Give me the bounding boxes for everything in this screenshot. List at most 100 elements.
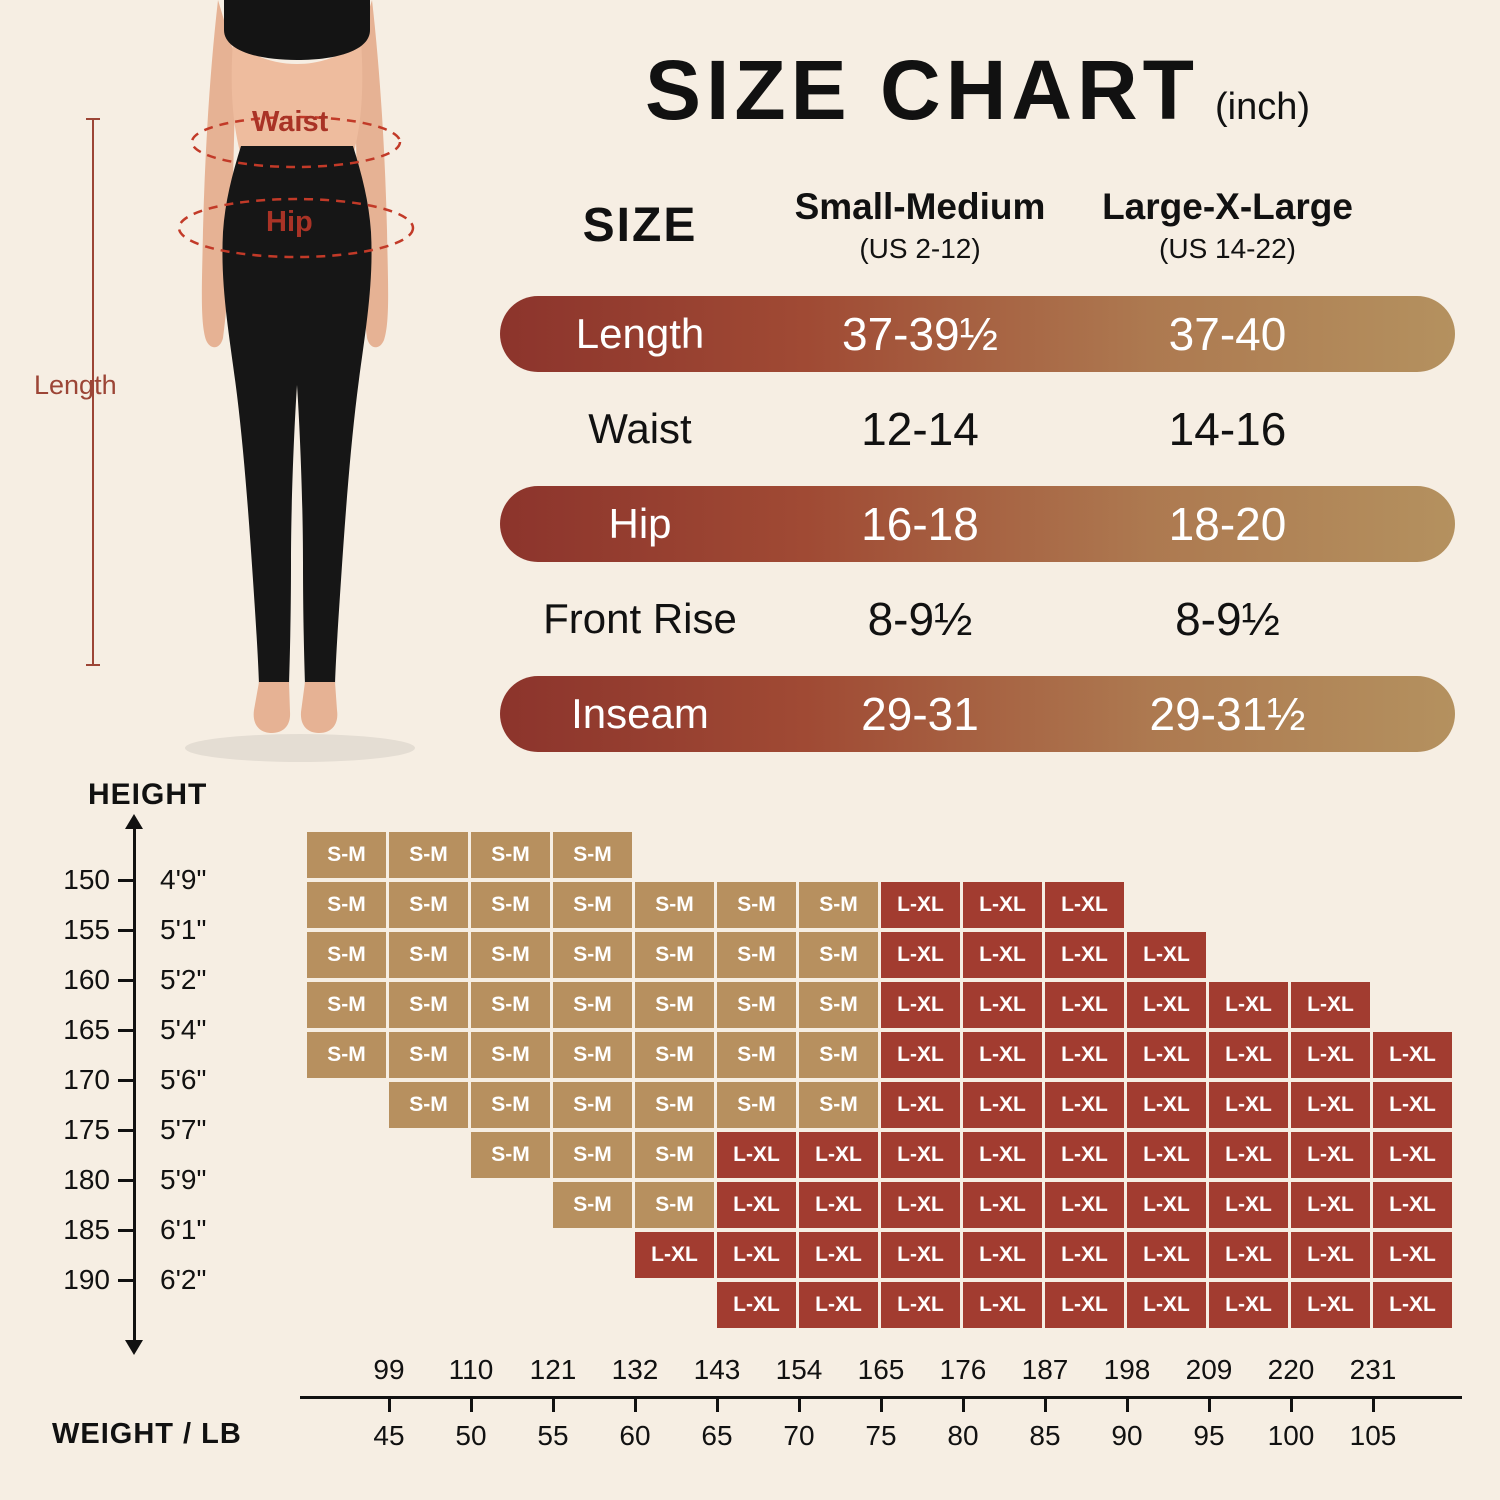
height-cm-label: 160: [63, 964, 110, 995]
grid-cell: S-M: [799, 882, 878, 928]
grid-cell: S-M: [717, 882, 796, 928]
grid-cell: S-M: [307, 832, 386, 878]
weight-tick: [1372, 1399, 1375, 1412]
measurement-label: Front Rise: [543, 595, 737, 642]
grid-cell: S-M: [553, 1082, 632, 1128]
waist-measure-ellipse: [190, 115, 402, 169]
size-recommendation-grid: S-M S-M S-M S-M S-M S-M S-M S-M S-M S-M S-M L-XL L-X…: [307, 832, 1455, 1328]
grid-cell: S-M: [717, 982, 796, 1028]
small-medium-label: Small-Medium: [794, 186, 1046, 227]
large-xlarge-label: Large-X-Large: [1102, 186, 1353, 227]
grid-cell: S-M: [307, 1032, 386, 1078]
grid-cell: L-XL: [717, 1182, 796, 1228]
height-cm-label: 165: [63, 1014, 110, 1045]
grid-cell: S-M: [307, 982, 386, 1028]
grid-cell: L-XL: [1291, 1232, 1370, 1278]
grid-cell: S-M: [553, 982, 632, 1028]
grid-cell: L-XL: [963, 882, 1042, 928]
grid-cell: L-XL: [1291, 982, 1370, 1028]
floor-shadow: [185, 734, 415, 762]
grid-cell: S-M: [389, 832, 468, 878]
left-foot: [253, 682, 291, 733]
grid-cell: L-XL: [963, 932, 1042, 978]
weight-kg-label: 95: [1193, 1420, 1225, 1451]
measurement-label: Waist: [588, 405, 692, 452]
grid-cell: L-XL: [1127, 932, 1206, 978]
measurement-label: Hip: [608, 500, 672, 547]
grid-cell: L-XL: [881, 1032, 960, 1078]
model-photo: [177, 0, 415, 762]
grid-cell: L-XL: [963, 1132, 1042, 1178]
grid-cell: L-XL: [1373, 1232, 1452, 1278]
grid-cell: L-XL: [881, 1182, 960, 1228]
height-tick: [118, 929, 135, 932]
grid-cell: S-M: [635, 982, 714, 1028]
grid-cell: L-XL: [1127, 1082, 1206, 1128]
grid-cell: L-XL: [1127, 1282, 1206, 1328]
small-medium-value: 16-18: [861, 498, 979, 550]
grid-cell: S-M: [389, 1082, 468, 1128]
grid-cell: S-M: [635, 882, 714, 928]
grid-cell: S-M: [471, 1132, 550, 1178]
grid-cell: L-XL: [963, 1232, 1042, 1278]
large-xlarge-value: 37-40: [1168, 308, 1287, 360]
grid-cell: L-XL: [1209, 1032, 1288, 1078]
grid-cell: S-M: [389, 1032, 468, 1078]
size-row-waist: Waist 12-14 14-16: [500, 391, 1455, 467]
grid-cell: S-M: [635, 1182, 714, 1228]
height-cm-label: 155: [63, 914, 110, 945]
size-row-hip: Hip 16-18 18-20: [500, 486, 1455, 562]
grid-cell: S-M: [553, 932, 632, 978]
small-medium-us-sizes: (US 2-12): [859, 233, 981, 264]
height-tick: [118, 1129, 135, 1132]
height-axis-title: HEIGHT: [88, 778, 208, 811]
small-medium-value: 37-39½: [841, 308, 998, 360]
waist-annotation-label: Waist: [252, 106, 329, 138]
large-xlarge-value: 14-16: [1168, 403, 1287, 455]
length-dimension-line: [86, 118, 100, 666]
height-ft-label: 5'2": [160, 964, 207, 995]
grid-cell: L-XL: [799, 1282, 878, 1328]
height-cm-label: 185: [63, 1214, 110, 1245]
grid-cell: L-XL: [1209, 1182, 1288, 1228]
weight-kg-label: 75: [865, 1420, 897, 1451]
grid-cell: L-XL: [1291, 1282, 1370, 1328]
grid-cell: S-M: [307, 882, 386, 928]
height-ft-label: 6'2": [160, 1264, 207, 1295]
grid-cell: S-M: [717, 1082, 796, 1128]
grid-cell: L-XL: [635, 1232, 714, 1278]
grid-cell: L-XL: [963, 1032, 1042, 1078]
large-xlarge-value: 8-9½: [1175, 593, 1280, 645]
grid-cell: L-XL: [881, 1232, 960, 1278]
height-ft-label: 5'9": [160, 1164, 207, 1195]
weight-tick: [716, 1399, 719, 1412]
weight-kg-label: 100: [1267, 1420, 1315, 1451]
size-row-length: Length 37-39½ 37-40: [500, 296, 1455, 372]
grid-cell: S-M: [717, 1032, 796, 1078]
grid-cell: L-XL: [717, 1282, 796, 1328]
weight-kg-label: 55: [537, 1420, 569, 1451]
grid-cell: S-M: [799, 932, 878, 978]
grid-cell: L-XL: [799, 1132, 878, 1178]
grid-cell: S-M: [389, 932, 468, 978]
grid-cell: L-XL: [799, 1182, 878, 1228]
grid-cell: L-XL: [1209, 1282, 1288, 1328]
grid-cell: L-XL: [881, 982, 960, 1028]
weight-tick: [1126, 1399, 1129, 1412]
size-table-body: Length 37-39½ 37-40 Waist 12-14 14-16 Hip 16-18…: [500, 296, 1455, 771]
weight-lb-label: 132: [611, 1354, 659, 1385]
weight-lb-label: 99: [373, 1354, 405, 1385]
height-ft-label: 5'4": [160, 1014, 207, 1045]
grid-cell: L-XL: [1127, 1182, 1206, 1228]
height-ft-label: 5'7": [160, 1114, 207, 1145]
grid-cell: L-XL: [1045, 1032, 1124, 1078]
height-ft-label: 5'6": [160, 1064, 207, 1095]
title-text: SIZE CHART: [644, 43, 1199, 137]
grid-cell: S-M: [799, 982, 878, 1028]
weight-lb-label: 121: [529, 1354, 577, 1385]
grid-cell: L-XL: [1291, 1082, 1370, 1128]
grid-cell: S-M: [799, 1082, 878, 1128]
grid-cell: S-M: [307, 932, 386, 978]
grid-cell: S-M: [717, 932, 796, 978]
weight-lb-label: 231: [1349, 1354, 1397, 1385]
